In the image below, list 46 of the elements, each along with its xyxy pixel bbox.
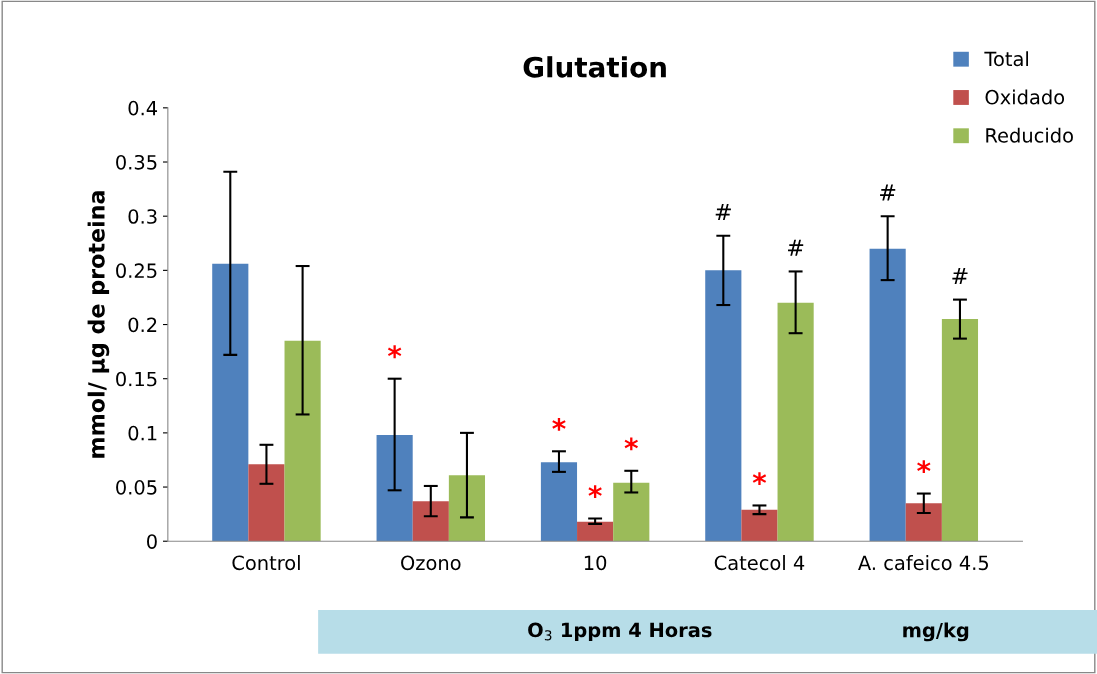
data-label: * xyxy=(917,460,931,474)
data-label: * xyxy=(387,345,402,359)
bar xyxy=(540,462,578,542)
y-tick-label: 0.25 xyxy=(116,263,157,279)
y-tick-label: 0.3 xyxy=(128,209,157,224)
x-tick-label: Control xyxy=(232,555,300,571)
bar xyxy=(777,302,814,542)
data-label: # xyxy=(952,267,968,284)
legend-label: Reducido xyxy=(986,127,1073,143)
y-tick-label: 0.05 xyxy=(116,480,157,495)
bar xyxy=(941,319,979,542)
bar xyxy=(248,464,285,542)
y-tick-label: 0.4 xyxy=(128,100,158,116)
data-label: # xyxy=(880,184,896,201)
data-label: * xyxy=(552,417,566,431)
x-tick-label: A. cafeico 4.5 xyxy=(858,555,989,571)
legend-label: Total xyxy=(984,51,1028,67)
text: O$_{3}$ 1ppm 4 Horas xyxy=(528,622,712,642)
legend-label: Oxidado xyxy=(985,89,1065,105)
bar xyxy=(412,501,449,542)
data-label: # xyxy=(788,239,804,256)
x-tick-label: Ozono xyxy=(401,555,461,571)
bar xyxy=(869,248,906,542)
text: mg/kg xyxy=(903,622,969,642)
bar xyxy=(284,340,321,542)
bar xyxy=(448,475,486,542)
bar xyxy=(212,263,249,542)
bar xyxy=(705,270,742,542)
data-label: * xyxy=(588,485,602,499)
y-tick-label: 0.2 xyxy=(128,317,157,333)
data-label: * xyxy=(624,437,638,451)
bar xyxy=(905,503,942,542)
y-tick-label: 0.35 xyxy=(116,154,157,170)
y-axis-title: mmol/ µg de proteina xyxy=(87,191,110,458)
bar xyxy=(741,509,778,542)
y-tick-label: 0 xyxy=(147,534,157,549)
data-label: # xyxy=(715,204,731,220)
y-tick-label: 0.15 xyxy=(116,371,157,387)
data-label: * xyxy=(752,472,767,486)
bar xyxy=(376,435,413,542)
y-tick-label: 0.1 xyxy=(128,425,157,441)
x-tick-label: Catecol 4 xyxy=(714,555,805,571)
bar xyxy=(577,521,614,542)
x-tick-label: 10 xyxy=(584,555,607,571)
chart-title: Glutation xyxy=(523,56,666,78)
bar xyxy=(613,482,650,542)
